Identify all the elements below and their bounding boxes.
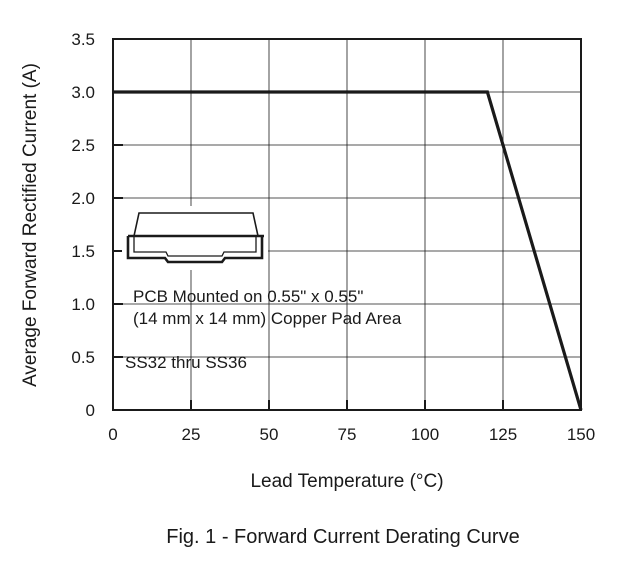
y-tick-label: 2.0 [71,189,95,208]
annotation-part-range: SS32 thru SS36 [125,353,247,372]
x-tick-label: 100 [411,425,439,444]
annotation-mount-line-1: PCB Mounted on 0.55" x 0.55" [133,287,363,306]
figure-caption: Fig. 1 - Forward Current Derating Curve [166,526,519,548]
y-tick-label: 1.5 [71,242,95,261]
y-tick-label: 1.0 [71,295,95,314]
x-tick-label: 150 [567,425,595,444]
x-tick-label: 0 [108,425,117,444]
series-line [113,90,583,411]
x-axis-title: Lead Temperature (°C) [250,471,443,492]
y-tick-label: 3.5 [71,30,95,49]
x-tick-label: 50 [260,425,279,444]
series-layer [113,90,583,411]
y-tick-label: 3.0 [71,83,95,102]
tick-labels: 0 25 50 75 100 125 150 0 0.5 1.0 1.5 2.0 2.5 3.0 3.5 [71,30,595,444]
y-tick-label: 2.5 [71,136,95,155]
y-axis-title: Average Forward Rectified Current (A) [20,63,41,387]
plot-frame [112,38,582,411]
x-tick-label: 75 [338,425,357,444]
y-tick-label: 0 [86,401,95,420]
x-tick-label: 25 [182,425,201,444]
y-tick-label: 0.5 [71,348,95,367]
annotation-mount-line-2: (14 mm x 14 mm) Copper Pad Area [133,309,402,328]
x-tick-label: 125 [489,425,517,444]
package-outline-icon [122,206,268,270]
